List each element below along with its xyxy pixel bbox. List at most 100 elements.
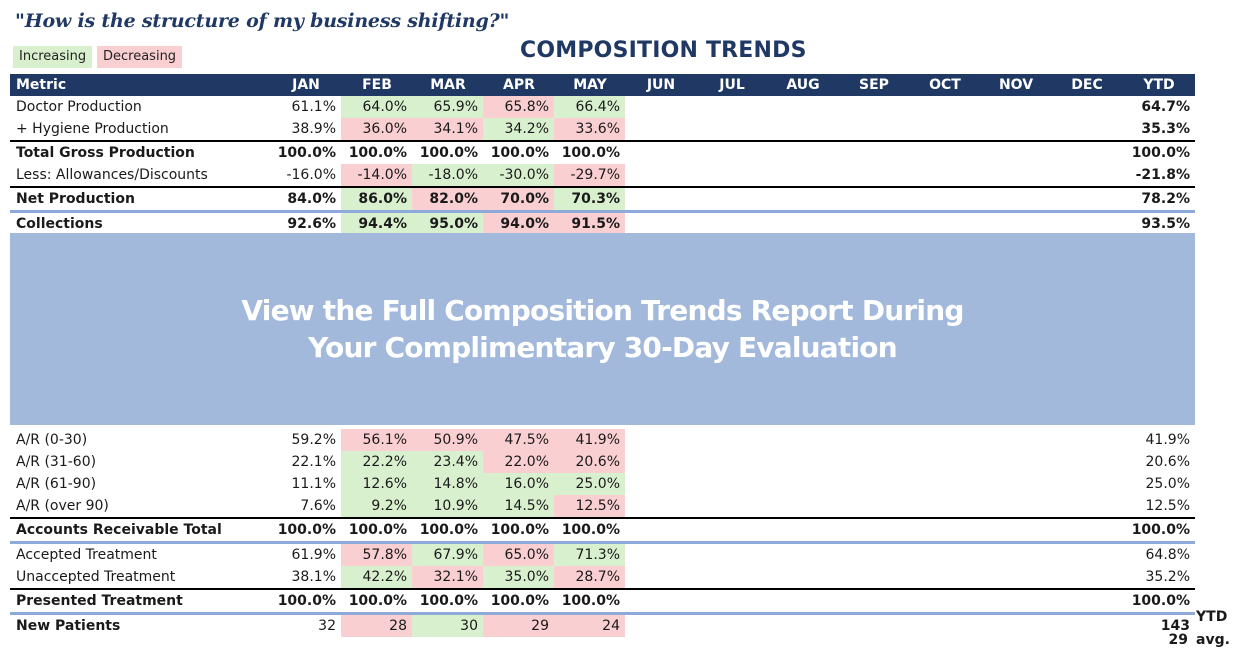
table-row: + Hygiene Production 38.9% 36.0% 34.1% 34.2%…	[10, 118, 1195, 141]
month-value-cell: 33.6%	[554, 118, 625, 141]
month-value-cell: 24	[554, 612, 625, 637]
empty-month-cell	[767, 96, 838, 118]
empty-month-cell	[625, 210, 696, 235]
empty-month-cell	[696, 429, 767, 451]
month-value-cell: 41.9%	[554, 429, 625, 451]
empty-month-cell	[767, 210, 838, 235]
empty-month-cell	[767, 612, 838, 637]
ytd-value-cell: 35.3%	[1141, 121, 1190, 137]
row-label: Net Production	[10, 186, 270, 212]
month-value-cell: 65.9%	[412, 96, 483, 118]
month-value-cell: 100.0%	[341, 517, 412, 543]
month-value-cell: 65.8%	[483, 96, 554, 118]
month-value-cell: 12.6%	[341, 473, 412, 495]
empty-month-cell	[909, 96, 980, 118]
empty-month-cell	[696, 118, 767, 141]
empty-month-cell	[980, 210, 1051, 235]
empty-month-cell	[1051, 96, 1122, 118]
empty-month-cell	[696, 140, 767, 164]
empty-month-cell	[625, 186, 696, 212]
legend-decreasing: Decreasing	[97, 46, 183, 68]
empty-month-cell	[625, 517, 696, 543]
empty-month-cell	[625, 473, 696, 495]
empty-month-cell	[980, 588, 1051, 614]
row-label: A/R (0-30)	[16, 432, 88, 448]
table-row: Unaccepted Treatment 38.1% 42.2% 32.1% 35.0%…	[10, 566, 1195, 589]
table-row: Doctor Production 61.1% 64.0% 65.9% 65.8% 66.…	[10, 96, 1195, 118]
empty-month-cell	[909, 495, 980, 518]
empty-month-cell	[838, 495, 909, 518]
header-month: FEB	[341, 74, 412, 96]
table-row: A/R (over 90) 7.6% 9.2% 10.9% 14.5% 12.5% 12.5…	[10, 495, 1195, 518]
empty-month-cell	[909, 164, 980, 187]
empty-month-cell	[838, 612, 909, 637]
month-value-cell: 28.7%	[554, 566, 625, 589]
empty-month-cell	[696, 451, 767, 473]
month-value-cell: 100.0%	[412, 140, 483, 164]
month-value-cell: 100.0%	[341, 140, 412, 164]
month-value-cell: 56.1%	[341, 429, 412, 451]
month-value-cell: 61.1%	[291, 99, 336, 115]
empty-month-cell	[1051, 473, 1122, 495]
month-value-cell: 42.2%	[341, 566, 412, 589]
month-value-cell: 100.0%	[554, 140, 625, 164]
avg-value: 29	[1168, 632, 1188, 648]
empty-month-cell	[980, 429, 1051, 451]
row-label: A/R (over 90)	[16, 498, 109, 514]
empty-month-cell	[980, 96, 1051, 118]
empty-month-cell	[838, 140, 909, 164]
composition-table-top: Metric JAN FEB MAR APR MAY JUN JUL AUG S…	[10, 74, 1195, 235]
empty-month-cell	[625, 118, 696, 141]
empty-month-cell	[1051, 588, 1122, 614]
month-value-cell: 23.4%	[412, 451, 483, 473]
ytd-value-cell: 20.6%	[1145, 454, 1190, 470]
ytd-value-cell: 78.2%	[1122, 186, 1195, 212]
empty-month-cell	[767, 186, 838, 212]
header-metric: Metric	[10, 74, 270, 96]
month-value-cell: 11.1%	[291, 476, 336, 492]
header-month: AUG	[767, 74, 838, 96]
empty-month-cell	[696, 566, 767, 589]
ytd-value-cell: 25.0%	[1145, 476, 1190, 492]
header-month: OCT	[909, 74, 980, 96]
table-row: Accepted Treatment 61.9% 57.8% 67.9% 65.0% 71…	[10, 541, 1195, 566]
empty-month-cell	[838, 451, 909, 473]
row-label: Accounts Receivable Total	[10, 517, 270, 543]
empty-month-cell	[909, 451, 980, 473]
empty-month-cell	[767, 118, 838, 141]
empty-month-cell	[980, 118, 1051, 141]
empty-month-cell	[696, 541, 767, 566]
empty-month-cell	[1051, 566, 1122, 589]
empty-month-cell	[767, 588, 838, 614]
row-label: Total Gross Production	[10, 140, 270, 164]
empty-month-cell	[909, 186, 980, 212]
empty-month-cell	[1051, 495, 1122, 518]
empty-month-cell	[838, 210, 909, 235]
empty-month-cell	[838, 517, 909, 543]
empty-month-cell	[980, 164, 1051, 187]
header-month: JUL	[696, 74, 767, 96]
empty-month-cell	[909, 517, 980, 543]
empty-month-cell	[696, 612, 767, 637]
avg-label: avg.	[1196, 632, 1230, 648]
ytd-value-cell: 64.7%	[1141, 99, 1190, 115]
composition-table-bottom: A/R (0-30) 59.2% 56.1% 50.9% 47.5% 41.9% 41.9%…	[10, 429, 1195, 637]
month-value-cell: 91.5%	[554, 210, 625, 235]
table-row: Net Production 84.0% 86.0% 82.0% 70.0% 70.3% 7…	[10, 186, 1195, 212]
table-row: Collections 92.6% 94.4% 95.0% 94.0% 91.5% 93.5…	[10, 210, 1195, 235]
row-label: Doctor Production	[16, 99, 142, 115]
month-value-cell: 22.1%	[291, 454, 336, 470]
month-value-cell: 100.0%	[554, 588, 625, 614]
header-month: DEC	[1051, 74, 1122, 96]
month-value-cell: 70.3%	[554, 186, 625, 212]
empty-month-cell	[838, 588, 909, 614]
empty-month-cell	[696, 588, 767, 614]
empty-month-cell	[838, 186, 909, 212]
empty-month-cell	[980, 541, 1051, 566]
empty-month-cell	[838, 541, 909, 566]
empty-month-cell	[909, 140, 980, 164]
empty-month-cell	[980, 612, 1051, 637]
table-row: Accounts Receivable Total 100.0% 100.0% 100…	[10, 517, 1195, 543]
empty-month-cell	[767, 517, 838, 543]
month-value-cell: 100.0%	[483, 140, 554, 164]
